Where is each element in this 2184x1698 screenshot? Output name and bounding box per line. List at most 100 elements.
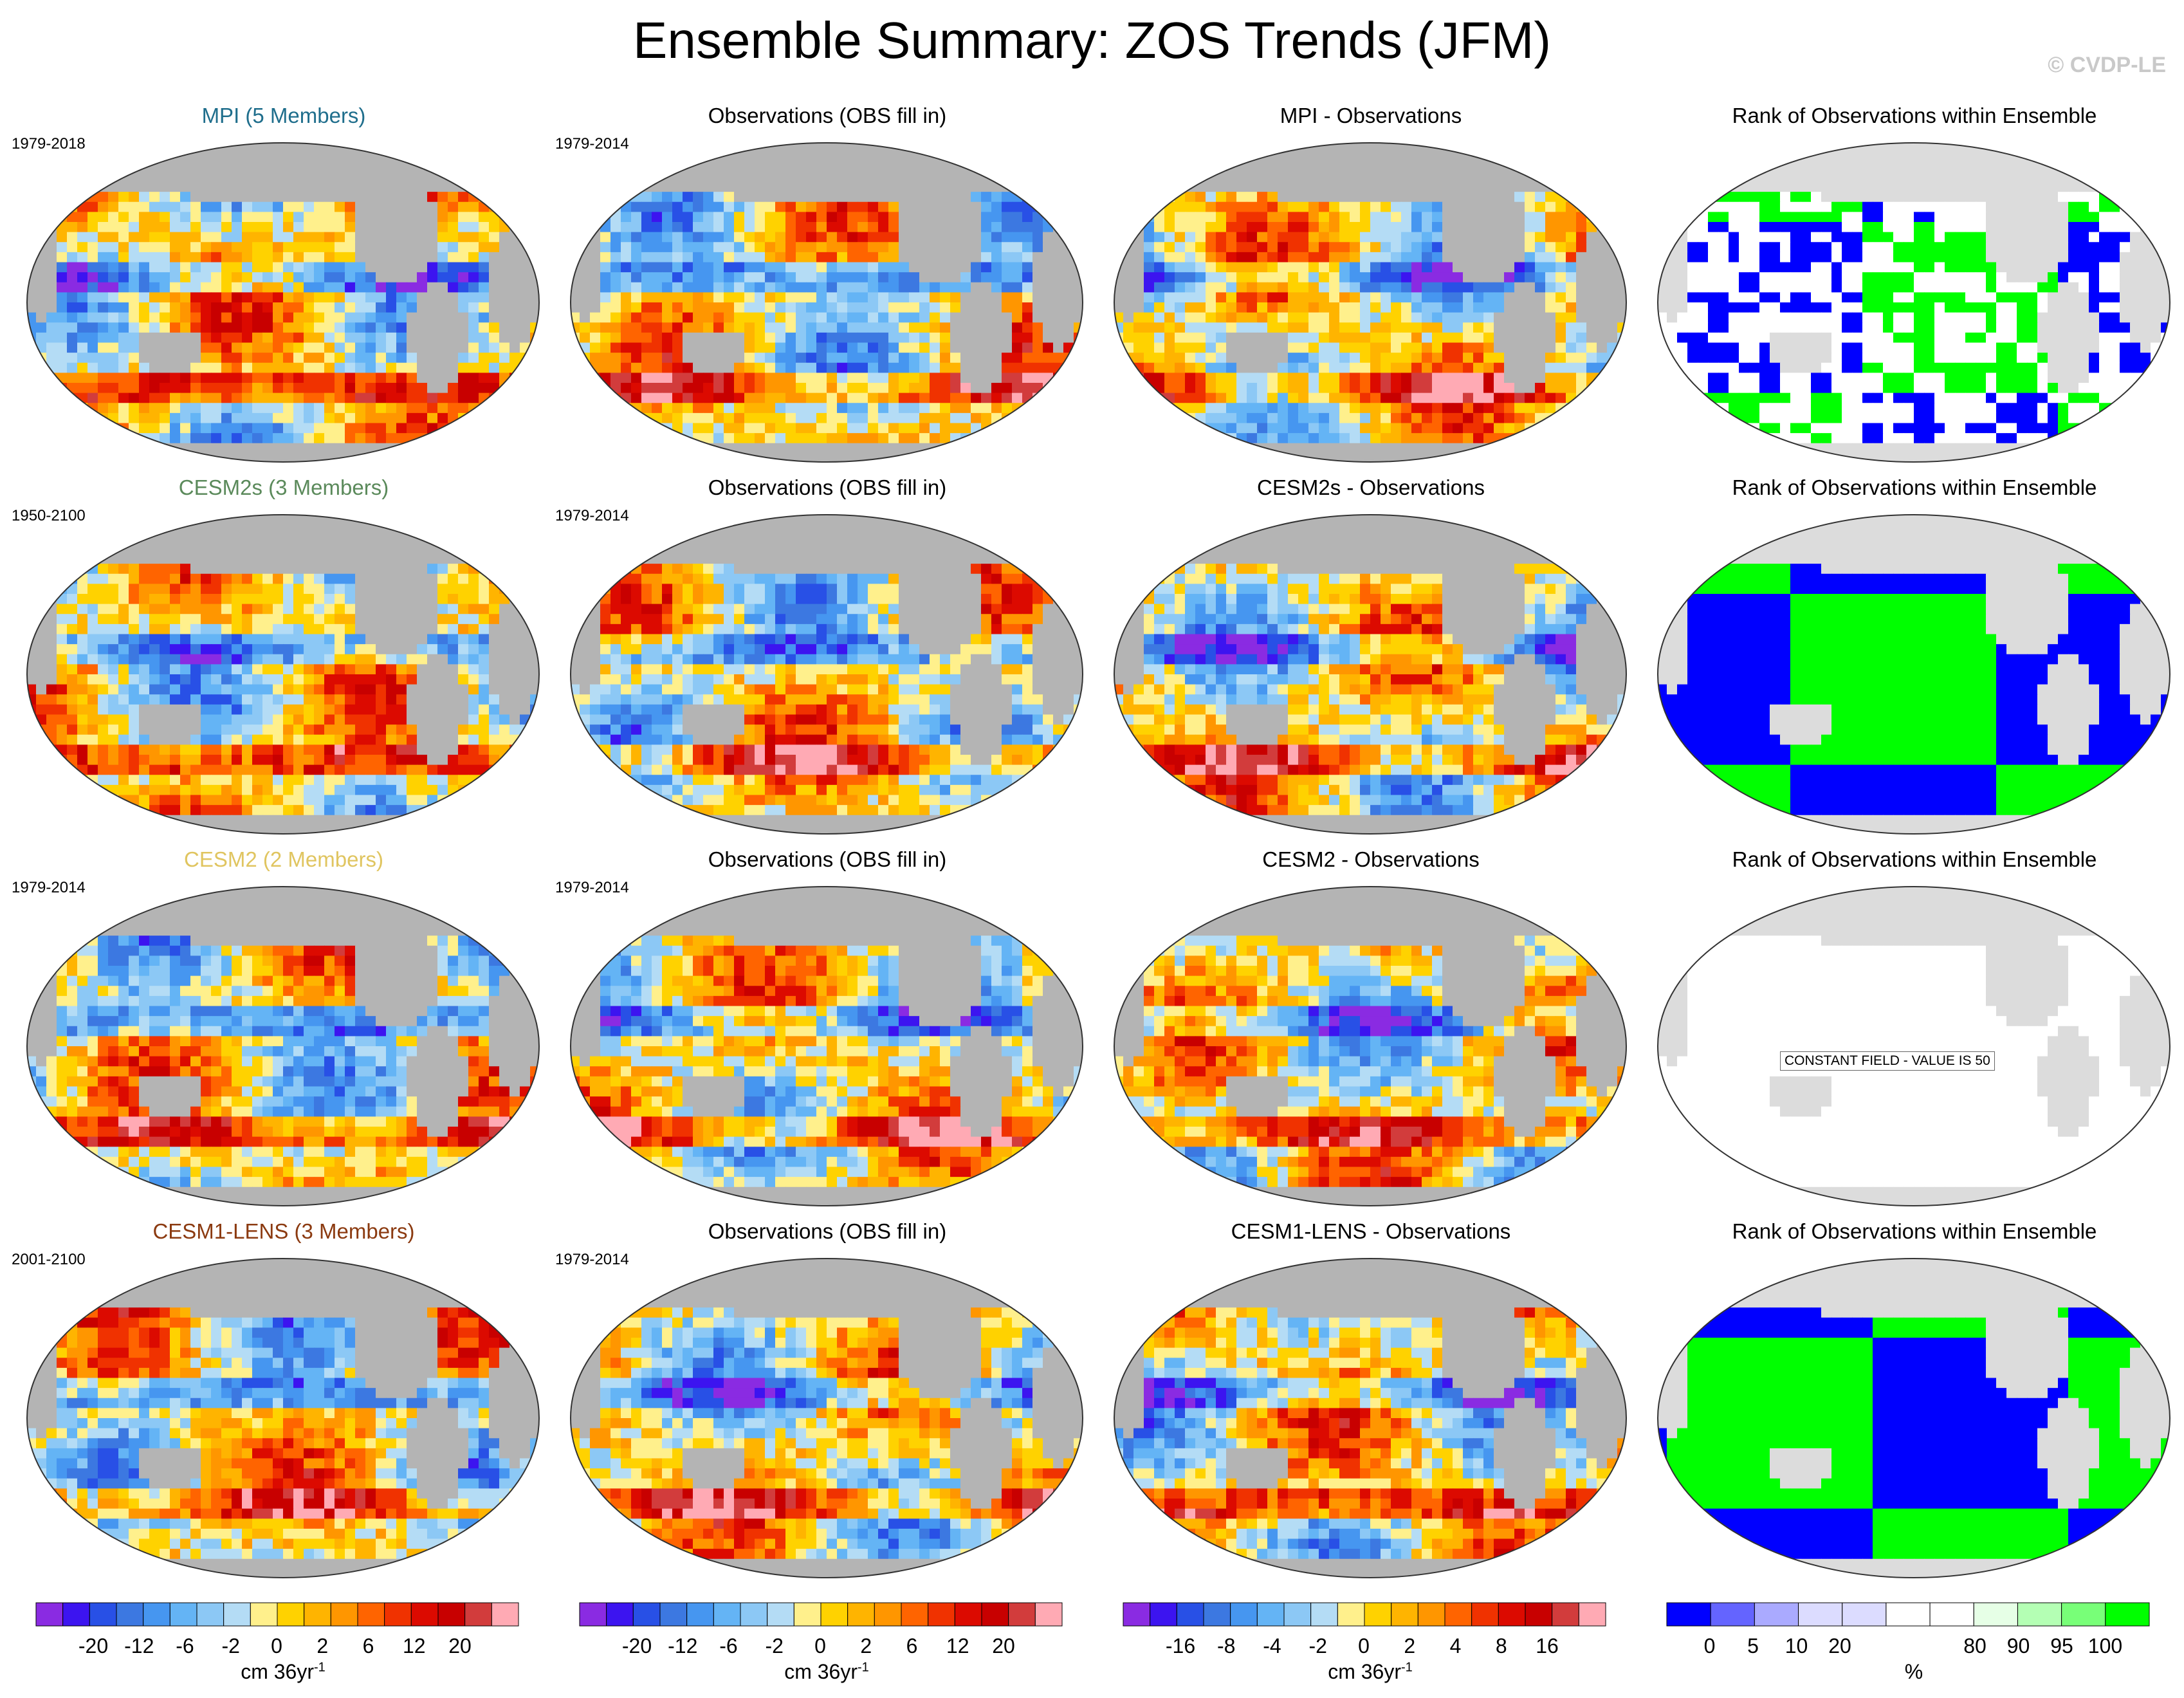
grid-cell (1535, 443, 1546, 454)
grid-cell (1586, 362, 1597, 373)
grid-cell (971, 353, 982, 364)
grid-cell (1216, 373, 1227, 383)
grid-cell (468, 242, 479, 253)
grid-cell (1267, 292, 1278, 303)
grid-cell (252, 292, 263, 303)
grid-cell (160, 171, 170, 183)
grid-cell (909, 353, 920, 364)
grid-cell (816, 412, 827, 424)
grid-cell (139, 212, 150, 223)
grid-cell (1012, 212, 1023, 223)
grid-cell (652, 332, 663, 344)
grid-cell (1535, 383, 1546, 394)
grid-cell (499, 403, 510, 414)
grid-cell (1391, 151, 1402, 162)
grid-cell (1473, 453, 1484, 462)
grid-cell (407, 222, 418, 233)
grid-cell (1360, 362, 1371, 373)
grid-cell (149, 252, 160, 263)
grid-cell (734, 412, 745, 424)
grid-cell (950, 143, 961, 152)
grid-cell (448, 151, 459, 162)
grid-cell (77, 181, 88, 192)
grid-cell (1391, 423, 1402, 434)
grid-cell (1442, 212, 1453, 223)
grid-cell (1206, 373, 1216, 383)
grid-cell (1032, 403, 1043, 414)
grid-cell (672, 392, 683, 403)
grid-cell (899, 232, 910, 243)
grid-cell (479, 443, 490, 454)
grid-cell (36, 443, 47, 454)
grid-cell (1576, 143, 1587, 152)
grid-cell (672, 222, 683, 233)
grid-cell (662, 423, 673, 434)
grid-cell (785, 392, 796, 403)
grid-cell (180, 181, 191, 192)
grid-cell (1411, 201, 1422, 212)
grid-cell (1278, 201, 1289, 212)
grid-cell (1298, 242, 1309, 253)
grid-cell (888, 292, 899, 303)
grid-cell (847, 272, 858, 283)
grid-cell (118, 403, 129, 414)
grid-cell (1247, 362, 1258, 373)
grid-cell (1288, 392, 1299, 403)
grid-cell (672, 242, 683, 253)
grid-cell (1780, 151, 1791, 162)
grid-cell (1278, 222, 1289, 233)
grid-cell (991, 373, 1002, 383)
grid-cell (386, 353, 397, 364)
grid-cell (1032, 332, 1043, 344)
grid-cell (1133, 353, 1144, 364)
grid-cell (509, 252, 520, 263)
grid-cell (652, 212, 663, 223)
grid-cell (899, 353, 910, 364)
grid-cell (940, 453, 951, 462)
grid-cell (1043, 252, 1054, 263)
grid-cell (160, 222, 170, 233)
grid-cell (734, 232, 745, 243)
grid-cell (1453, 242, 1464, 253)
grid-cell (1350, 392, 1361, 403)
grid-cell (1206, 272, 1216, 283)
grid-cell (427, 143, 438, 152)
grid-cell (1247, 282, 1258, 293)
grid-cell (1442, 433, 1453, 444)
grid-cell (1216, 332, 1227, 344)
grid-cell (610, 262, 621, 273)
grid-cell (837, 383, 848, 394)
grid-cell (1566, 151, 1577, 162)
grid-cell (1566, 433, 1577, 444)
grid-cell (1597, 353, 1608, 364)
grid-cell (46, 433, 57, 444)
grid-cell (971, 383, 982, 394)
grid-cell (847, 181, 858, 192)
grid-cell (221, 292, 232, 303)
grid-cell (335, 282, 345, 293)
grid-cell (899, 181, 910, 192)
grid-cell (571, 192, 580, 203)
grid-cell (1401, 332, 1412, 344)
grid-cell (1904, 161, 1914, 172)
grid-cell (878, 262, 889, 273)
grid-cell (2130, 143, 2141, 152)
grid-cell (201, 423, 212, 434)
grid-cell (1339, 423, 1350, 434)
grid-cell (211, 282, 222, 293)
grid-cell (775, 423, 786, 434)
grid-cell (149, 201, 160, 212)
grid-cell (1350, 222, 1361, 233)
grid-cell (991, 392, 1002, 403)
grid-cell (211, 412, 222, 424)
grid-cell (262, 412, 273, 424)
grid-cell (991, 242, 1002, 253)
grid-cell (36, 143, 47, 152)
grid-cell (345, 262, 356, 273)
grid-cell (118, 423, 129, 434)
grid-cell (1535, 392, 1546, 403)
grid-cell (2140, 143, 2151, 152)
grid-cell (1288, 362, 1299, 373)
grid-cell (693, 143, 704, 152)
grid-cell (386, 453, 397, 462)
